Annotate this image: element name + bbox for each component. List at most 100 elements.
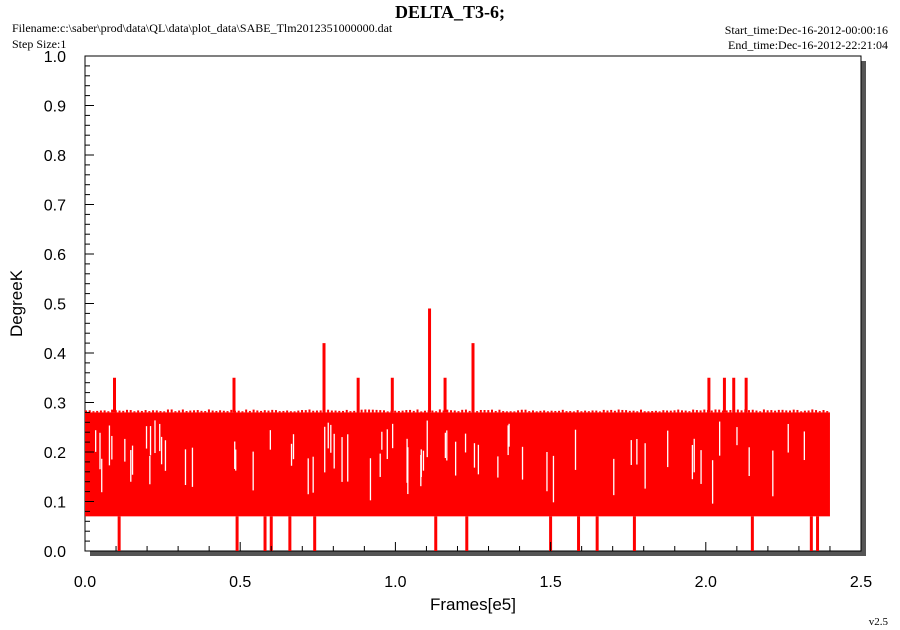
band-edge bbox=[736, 409, 739, 413]
data-dips bbox=[117, 516, 820, 551]
band-edge bbox=[368, 409, 371, 413]
band-edge bbox=[334, 410, 337, 413]
band-gap bbox=[420, 449, 422, 477]
band-edge bbox=[293, 411, 296, 413]
data-band bbox=[85, 409, 830, 517]
band-gap bbox=[772, 450, 774, 497]
band-edge bbox=[401, 410, 404, 413]
band-gap bbox=[546, 452, 548, 492]
band-edge bbox=[550, 410, 553, 413]
y-tick-label: 0.2 bbox=[44, 445, 66, 462]
band-edge bbox=[461, 409, 464, 413]
band-gap bbox=[290, 443, 293, 466]
band-gap bbox=[426, 420, 428, 458]
band-edge bbox=[200, 410, 203, 413]
band-gap bbox=[381, 431, 383, 450]
band-edge bbox=[815, 410, 818, 413]
band-edge bbox=[330, 410, 333, 413]
band-gap bbox=[507, 425, 509, 456]
band-gap bbox=[613, 458, 615, 496]
band-edge bbox=[256, 410, 259, 413]
band-edge bbox=[382, 410, 385, 413]
band-edge bbox=[282, 410, 285, 413]
band-edge bbox=[438, 409, 441, 413]
band-gap bbox=[347, 434, 349, 482]
band-edge bbox=[621, 409, 624, 413]
band-edge bbox=[710, 410, 713, 413]
x-tick-label: 0.5 bbox=[229, 574, 251, 591]
band-gap bbox=[552, 455, 555, 503]
filename-label: Filename:c:\saber\prod\data\QL\data\plot… bbox=[12, 21, 393, 35]
band-gap bbox=[748, 447, 750, 476]
band-edge bbox=[528, 411, 531, 413]
band-gap bbox=[252, 451, 254, 491]
band-edge bbox=[375, 409, 378, 413]
x-tick-label: 0.0 bbox=[74, 574, 96, 591]
band-gap bbox=[473, 443, 476, 468]
band-edge bbox=[349, 411, 352, 413]
band-edge bbox=[107, 411, 110, 413]
band-edge bbox=[289, 411, 292, 413]
band-gap bbox=[234, 441, 236, 469]
band-edge bbox=[394, 410, 397, 413]
band-edge bbox=[576, 410, 579, 413]
band-edge bbox=[647, 411, 650, 413]
band-edge bbox=[703, 409, 706, 413]
band-edge bbox=[241, 411, 244, 413]
band-edge bbox=[826, 411, 829, 413]
band-gap bbox=[497, 456, 499, 478]
y-tick-label: 0.9 bbox=[44, 99, 66, 116]
y-axis-ticks: 0.0 0.1 0.2 0.3 0.4 0.5 0.6 0.7 0.8 0.9 1.0 bbox=[44, 49, 94, 561]
band-gap bbox=[803, 431, 805, 461]
band-gap bbox=[191, 447, 194, 487]
band-edge bbox=[628, 410, 631, 413]
x-tick-label: 2.5 bbox=[850, 574, 872, 591]
band-gap bbox=[691, 444, 694, 480]
band-edge bbox=[818, 411, 821, 413]
band-edge bbox=[155, 410, 158, 413]
band-edge bbox=[189, 410, 192, 413]
band-edge bbox=[625, 410, 628, 413]
band-edge bbox=[639, 409, 642, 413]
band-edge bbox=[237, 410, 240, 413]
band-gap bbox=[379, 453, 381, 477]
band-edge bbox=[748, 410, 751, 413]
band-edge bbox=[546, 411, 549, 413]
band-edge bbox=[211, 410, 214, 413]
band-edge bbox=[803, 410, 806, 413]
band-gap bbox=[184, 449, 187, 486]
band-gap bbox=[407, 447, 409, 495]
band-edge bbox=[125, 409, 128, 413]
band-edge bbox=[420, 411, 423, 413]
band-gap bbox=[422, 450, 425, 471]
band-edge bbox=[297, 410, 300, 413]
band-edge bbox=[543, 410, 546, 413]
band-gap bbox=[693, 438, 695, 473]
y-tick-label: 0.3 bbox=[44, 396, 66, 413]
band-edge bbox=[714, 409, 717, 413]
band-edge bbox=[88, 410, 91, 413]
version-label: v2.5 bbox=[868, 616, 888, 628]
band-edge bbox=[312, 410, 315, 413]
band-gap bbox=[149, 455, 151, 485]
band-edge bbox=[673, 410, 676, 413]
band-edge bbox=[610, 409, 613, 413]
band-edge bbox=[792, 409, 795, 413]
band-edge bbox=[770, 410, 773, 413]
band-gap bbox=[149, 426, 152, 456]
band-edge bbox=[185, 411, 188, 413]
band-gap bbox=[327, 422, 329, 449]
band-edge bbox=[409, 409, 412, 413]
band-gap bbox=[574, 429, 577, 470]
band-gap bbox=[444, 432, 447, 459]
band-gap bbox=[667, 430, 669, 468]
band-edge bbox=[327, 409, 330, 413]
band-edge bbox=[405, 410, 408, 413]
band-gap bbox=[324, 426, 326, 473]
band-edge bbox=[498, 409, 501, 413]
band-edge bbox=[342, 410, 345, 413]
band-edge bbox=[315, 410, 318, 413]
band-edge bbox=[699, 410, 702, 413]
band-edge bbox=[554, 410, 557, 413]
band-edge bbox=[308, 409, 311, 413]
